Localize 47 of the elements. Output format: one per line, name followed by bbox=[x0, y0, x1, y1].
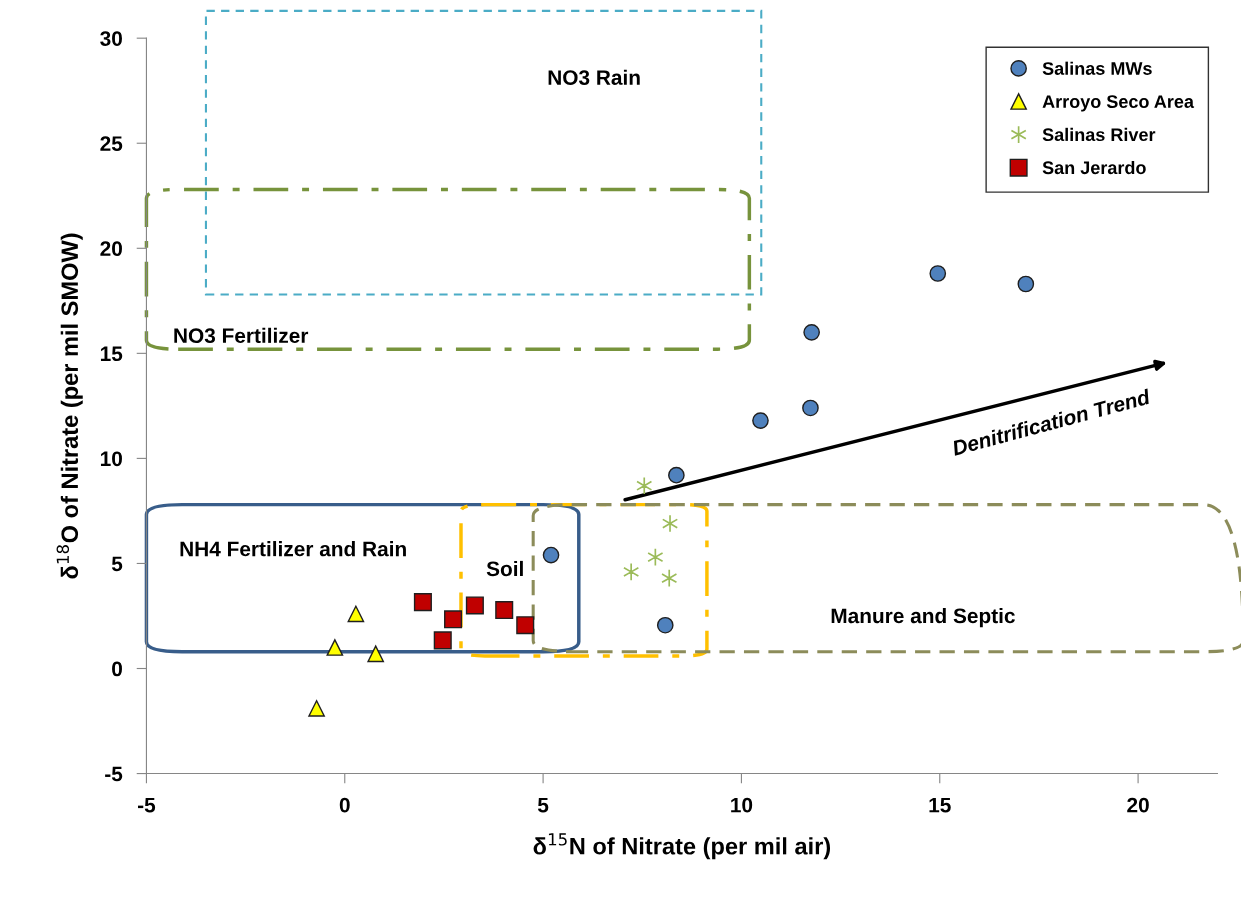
point bbox=[308, 700, 325, 717]
point bbox=[495, 601, 514, 620]
point bbox=[661, 568, 678, 588]
point bbox=[367, 645, 385, 663]
annotation: Manure and Septic bbox=[831, 607, 1015, 628]
annotation: NH4 Fertilizer and Rain bbox=[180, 541, 406, 557]
legend-label: Salinas River bbox=[1042, 127, 1156, 142]
annotation: Soil bbox=[486, 560, 523, 577]
annotation: NO3 Rain bbox=[548, 69, 640, 85]
point bbox=[326, 639, 344, 656]
point bbox=[465, 596, 484, 615]
point bbox=[516, 616, 535, 635]
point bbox=[623, 562, 640, 582]
x-tick-label: 10 bbox=[731, 797, 753, 813]
y-tick-label: -5 bbox=[105, 766, 123, 782]
x-tick-label: 5 bbox=[537, 797, 549, 813]
point bbox=[656, 616, 674, 634]
point bbox=[444, 610, 463, 629]
point bbox=[542, 546, 560, 564]
legend-label: Salinas MWs bbox=[1042, 61, 1152, 75]
annotation: NO3 Fertilizer bbox=[174, 327, 309, 344]
y-tick-label: 15 bbox=[100, 346, 123, 362]
y-tick-label: 10 bbox=[100, 451, 122, 467]
x-tick-label: 0 bbox=[339, 797, 350, 813]
y-tick-label: 5 bbox=[111, 556, 123, 572]
point bbox=[636, 476, 653, 495]
legend-label: Arroyo Seco Area bbox=[1042, 95, 1195, 112]
point bbox=[413, 593, 432, 612]
legend-label: San Jerardo bbox=[1042, 160, 1146, 175]
point bbox=[668, 466, 685, 484]
point bbox=[802, 399, 819, 417]
x-tick-label: 15 bbox=[929, 797, 951, 813]
x-tick-label: -5 bbox=[137, 797, 156, 813]
x-axis-title: δ$^{15}$N of Nitrate (per mil air) bbox=[533, 833, 831, 860]
point bbox=[929, 265, 947, 282]
y-axis-title: δ$^{18}$O of Nitrate (per mil SMOW) bbox=[56, 233, 83, 579]
point bbox=[433, 631, 452, 650]
point bbox=[347, 605, 365, 623]
y-tick-label: 0 bbox=[112, 661, 122, 677]
y-tick-label: 20 bbox=[100, 241, 122, 257]
y-tick-label: 25 bbox=[100, 136, 123, 151]
point bbox=[1017, 275, 1035, 293]
y-tick-label: 30 bbox=[100, 31, 122, 46]
point bbox=[661, 514, 679, 533]
point bbox=[752, 412, 769, 429]
point bbox=[803, 323, 820, 341]
x-tick-label: 20 bbox=[1127, 797, 1149, 813]
